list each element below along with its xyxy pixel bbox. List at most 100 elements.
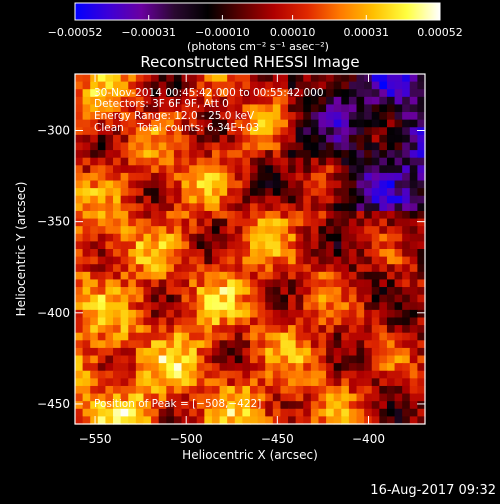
heatmap-cell	[189, 294, 198, 303]
heatmap-cell	[257, 340, 266, 349]
heatmap-cell	[97, 264, 107, 273]
heatmap-cell	[120, 188, 129, 197]
heatmap-cell	[265, 233, 274, 242]
heatmap-cell	[386, 401, 396, 410]
heatmap-cell	[143, 195, 152, 204]
heatmap-cell	[402, 408, 411, 417]
heatmap-cell	[402, 271, 411, 281]
heatmap-cell	[364, 127, 373, 136]
heatmap-cell	[204, 279, 213, 288]
heatmap-cell	[250, 89, 259, 98]
heatmap-cell	[82, 416, 91, 425]
heatmap-cell	[128, 172, 137, 182]
heatmap-cell	[295, 96, 304, 106]
heatmap-cell	[75, 180, 84, 189]
heatmap-cell	[303, 241, 312, 250]
heatmap-cell	[211, 218, 221, 227]
heatmap-cell	[394, 150, 403, 159]
heatmap-cell	[371, 180, 380, 189]
heatmap-cell	[280, 142, 289, 151]
heatmap-cell	[295, 74, 304, 83]
heatmap-cell	[371, 325, 380, 334]
heatmap-cell	[211, 256, 221, 265]
heatmap-cell	[303, 287, 312, 296]
heatmap-cell	[204, 195, 213, 204]
heatmap-cell	[234, 81, 243, 90]
heatmap-cell	[90, 233, 99, 242]
heatmap-cell	[310, 355, 320, 364]
heatmap-cell	[166, 233, 175, 242]
heatmap-cell	[326, 188, 335, 197]
heatmap-cell	[151, 195, 160, 204]
heatmap-cell	[257, 385, 266, 395]
heatmap-cell	[265, 355, 274, 364]
heatmap-cell	[105, 355, 114, 364]
heatmap-cell	[211, 408, 221, 417]
heatmap-cell	[75, 104, 84, 113]
heatmap-cell	[257, 325, 266, 334]
heatmap-cell	[113, 416, 122, 425]
heatmap-cell	[227, 385, 236, 395]
heatmap-cell	[257, 355, 266, 364]
heatmap-cell	[257, 233, 266, 242]
heatmap-cell	[113, 378, 122, 387]
heatmap-cell	[326, 195, 335, 204]
heatmap-cell	[143, 416, 152, 425]
heatmap-cell	[158, 264, 167, 273]
heatmap-cell	[242, 226, 251, 235]
heatmap-cell	[120, 218, 129, 227]
heatmap-cell	[348, 142, 358, 151]
heatmap-cell	[143, 104, 152, 113]
heatmap-cell	[181, 385, 190, 395]
heatmap-cell	[333, 134, 342, 144]
heatmap-cell	[151, 172, 160, 182]
heatmap-cell	[409, 309, 418, 319]
heatmap-cell	[143, 264, 152, 273]
heatmap-cell	[219, 363, 228, 372]
heatmap-cell	[204, 340, 213, 349]
heatmap-cell	[341, 317, 350, 326]
heatmap-cell	[303, 401, 312, 410]
heatmap-cell	[135, 385, 145, 395]
heatmap-cell	[151, 393, 160, 402]
heatmap-cell	[166, 134, 175, 144]
heatmap-cell	[371, 112, 380, 121]
heatmap-cell	[158, 256, 167, 265]
heatmap-cell	[120, 264, 129, 273]
heatmap-cell	[326, 210, 335, 220]
heatmap-cell	[82, 317, 91, 326]
heatmap-cell	[348, 355, 358, 364]
heatmap-cell	[90, 249, 99, 258]
heatmap-cell	[310, 294, 320, 303]
heatmap-cell	[280, 249, 289, 258]
heatmap-cell	[310, 363, 320, 372]
heatmap-cell	[135, 195, 145, 204]
heatmap-cell	[402, 416, 411, 425]
heatmap-cell	[341, 401, 350, 410]
heatmap-cell	[364, 157, 373, 166]
y-axis-label: Heliocentric Y (arcsec)	[14, 182, 28, 317]
heatmap-cell	[394, 112, 403, 121]
heatmap-cell	[82, 150, 91, 159]
heatmap-cell	[257, 393, 266, 402]
heatmap-cell	[272, 134, 282, 144]
heatmap-cell	[113, 325, 122, 334]
heatmap-cell	[364, 226, 373, 235]
heatmap-cell	[250, 271, 259, 281]
heatmap-cell	[417, 340, 426, 349]
heatmap-cell	[288, 165, 297, 174]
heatmap-cell	[250, 378, 259, 387]
heatmap-cell	[158, 188, 167, 197]
heatmap-cell	[417, 385, 426, 395]
heatmap-cell	[409, 385, 418, 395]
heatmap-cell	[120, 150, 129, 159]
heatmap-cell	[158, 408, 167, 417]
heatmap-cell	[280, 233, 289, 242]
heatmap-cell	[417, 408, 426, 417]
heatmap-cell	[227, 172, 236, 182]
heatmap-cell	[204, 302, 213, 311]
heatmap-cell	[97, 317, 107, 326]
heatmap-cell	[90, 287, 99, 296]
heatmap-cell	[318, 347, 327, 357]
heatmap-cell	[120, 355, 129, 364]
